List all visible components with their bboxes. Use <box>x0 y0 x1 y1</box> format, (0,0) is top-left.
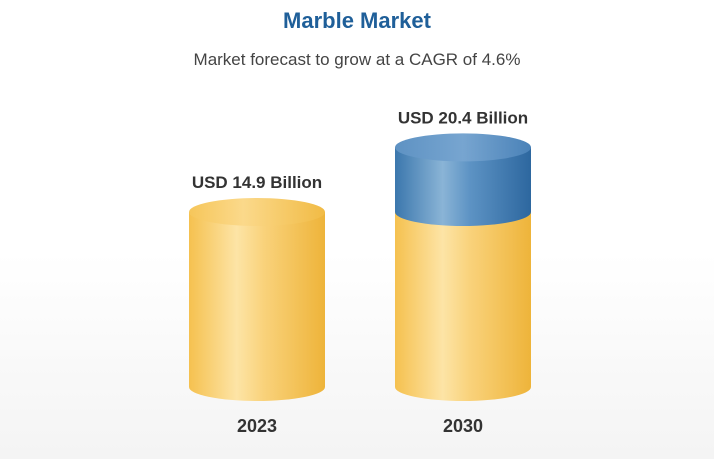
chart-title: Marble Market <box>283 8 431 33</box>
category-label-2030: 2030 <box>443 416 483 436</box>
bar-2030-top <box>395 133 531 162</box>
bar-2030-growth-body <box>395 147 531 226</box>
bar-2023-top <box>189 198 325 226</box>
data-label-2030: USD 20.4 Billion <box>398 108 528 127</box>
bar-2030-base-body <box>395 212 531 401</box>
data-label-2023: USD 14.9 Billion <box>192 173 322 192</box>
bar-2023-body <box>189 212 325 401</box>
chart-subtitle: Market forecast to grow at a CAGR of 4.6… <box>193 50 521 69</box>
category-label-2023: 2023 <box>237 416 277 436</box>
